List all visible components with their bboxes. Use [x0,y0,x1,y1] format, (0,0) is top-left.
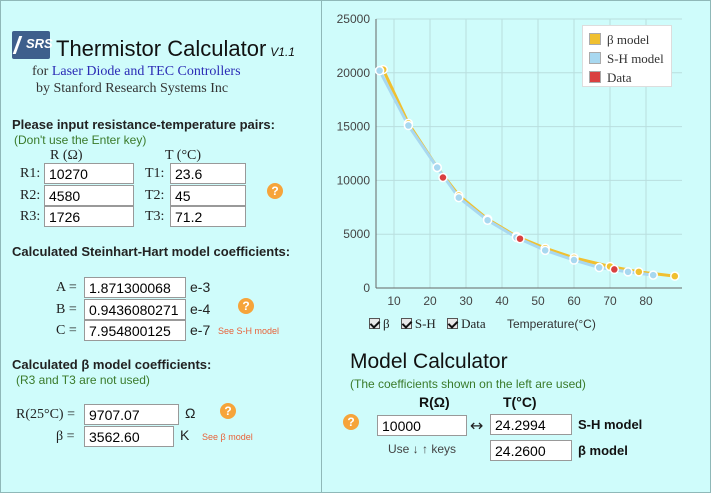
data-point [515,233,525,244]
beta-model-point [670,271,680,281]
r25-field[interactable] [84,404,179,425]
model-calculator-title: Model Calculator [350,350,508,373]
r1-input[interactable] [44,163,134,184]
sh-model-point [482,215,493,225]
y-tick-label: 20000 [337,66,371,80]
x-tick-label: 30 [459,294,473,308]
byline: by Stanford Research Systems Inc [36,81,229,96]
coeff-c-exp: e-7 [190,322,211,338]
coeff-a-exp: e-3 [190,279,211,295]
r25-label: R(25°C) = [16,407,75,422]
mc-help-icon[interactable]: ? [343,414,359,430]
legend-swatch-data [589,71,601,83]
t1-input[interactable] [170,163,246,184]
r3-input[interactable] [44,206,134,227]
x-tick-label: 80 [639,294,653,308]
sh-model-point [454,192,464,203]
y-tick-label: 10000 [337,173,371,187]
panel-divider [321,0,322,493]
legend-swatch-sh [589,52,601,64]
sh-help-icon[interactable]: ? [238,298,254,314]
x-tick-label: 60 [567,294,581,308]
x-tick-label: 70 [603,294,617,308]
mc-t-header: T(°C) [503,394,537,410]
coeff-b-exp: e-4 [190,301,211,317]
sh-model-point [374,65,385,76]
mc-beta-label: β model [578,443,628,458]
t-column-header: T (°C) [165,148,202,163]
r-column-header: R (Ω) [50,148,83,163]
series-toggles: β S-H Data [369,316,494,332]
y-tick-label: 0 [363,281,370,295]
see-sh-model-link[interactable]: See S-H model [218,326,280,336]
convert-arrow: ↔ [470,416,484,435]
sh-model-point [540,245,550,256]
x-tick-label: 20 [423,294,437,308]
beta-label: β = [56,429,75,444]
x-tick-label: 50 [531,294,545,308]
pairs-note: (Don't use the Enter key) [14,133,147,147]
coeff-a-field[interactable] [84,277,186,298]
mc-sh-temperature-field[interactable] [490,414,572,435]
mc-beta-temperature-field[interactable] [490,440,572,461]
mc-resistance-input[interactable] [377,415,467,436]
r3-label: R3: [20,209,41,224]
y-tick-label: 15000 [337,120,371,134]
beta-field[interactable] [84,426,174,447]
coeff-b-label: B = [56,302,77,317]
beta-model-point [634,267,644,277]
model-calculator-note: (The coefficients shown on the left are … [350,377,586,391]
app-title: Thermistor Calculator V1.1 [56,36,295,61]
r2-label: R2: [20,188,41,203]
chart-legend: β model S-H model Data [582,25,672,87]
sh-heading: Calculated Steinhart-Hart model coeffici… [12,244,291,259]
t2-label: T2: [145,188,165,203]
sh-model-point [569,255,579,265]
legend-item-data[interactable]: Data [589,70,632,85]
pairs-help-icon[interactable]: ? [267,183,283,199]
beta-unit: K [180,427,190,443]
coeff-c-label: C = [56,323,77,338]
t2-input[interactable] [170,185,246,206]
y-tick-label: 25000 [337,12,371,26]
toggle-beta-checkbox[interactable] [369,318,380,329]
legend-item-sh[interactable]: S-H model [589,51,664,66]
pairs-heading: Please input resistance-temperature pair… [12,117,275,132]
coeff-a-label: A = [56,280,77,295]
r1-label: R1: [20,166,41,181]
r25-unit: Ω [185,405,196,421]
sh-model-point [594,262,604,273]
beta-help-icon[interactable]: ? [220,403,236,419]
coeff-b-field[interactable] [84,299,186,320]
r2-input[interactable] [44,185,134,206]
srs-logo: SRS [12,31,53,59]
sh-model-point [623,267,633,277]
legend-item-beta[interactable]: β model [589,32,649,47]
see-beta-model-link[interactable]: See β model [202,432,253,442]
t1-label: T1: [145,166,165,181]
subtitle: for Laser Diode and TEC Controllers [32,64,241,79]
x-tick-label: 40 [495,294,509,308]
data-point [609,264,620,275]
mc-r-header: R(Ω) [419,394,450,410]
data-point [438,172,448,183]
t3-input[interactable] [170,206,246,227]
beta-heading: Calculated β model coefficients: [12,357,212,372]
t3-label: T3: [145,209,165,224]
toggle-data-checkbox[interactable] [447,318,459,329]
toggle-sh-checkbox[interactable] [400,318,412,329]
subtitle-link[interactable]: Laser Diode and TEC Controllers [51,64,241,79]
coeff-c-field[interactable] [84,320,186,341]
sh-model-point [403,120,414,131]
x-tick-label: 10 [387,294,401,308]
x-axis-title: Temperature(°C) [507,317,596,331]
beta-note: (R3 and T3 are not used) [16,373,150,387]
keys-hint: Use ↓ ↑ keys [388,442,457,456]
version-label: V1.1 [270,45,295,59]
legend-swatch-beta [589,33,601,45]
mc-sh-label: S-H model [578,417,643,432]
sh-model-point [648,270,658,280]
y-tick-label: 5000 [343,227,370,241]
sh-model-point [432,162,442,173]
